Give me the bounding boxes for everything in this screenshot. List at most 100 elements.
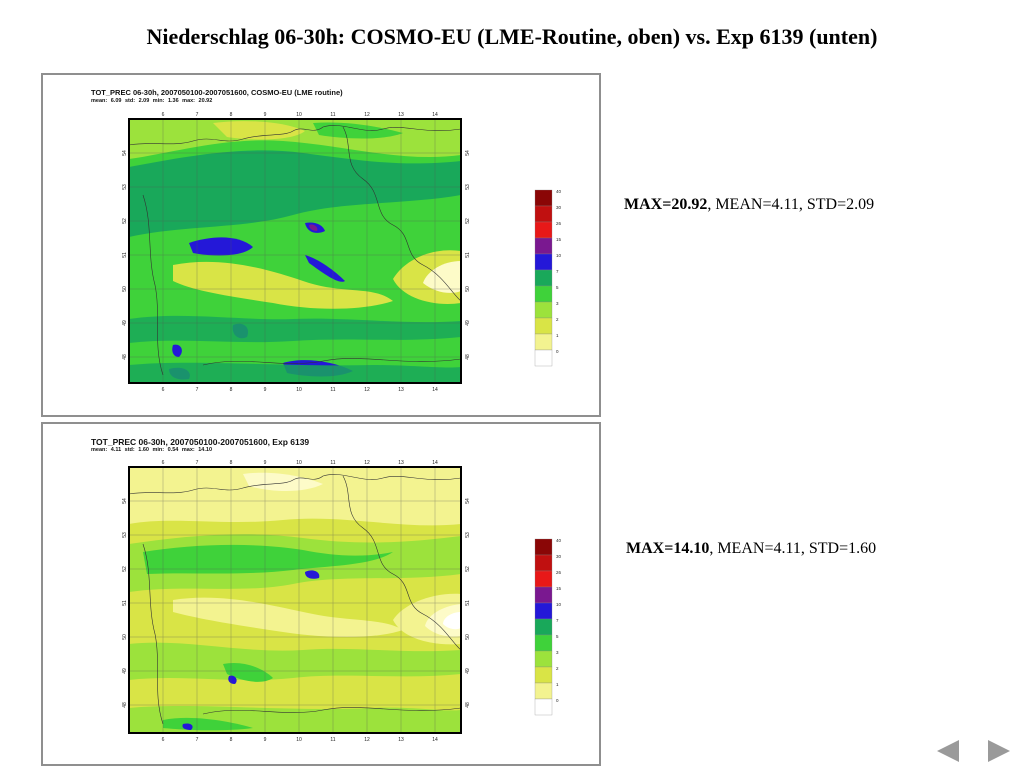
wet-area-south [223, 662, 273, 682]
top-max-value: MAX=20.92 [624, 196, 708, 213]
lat-tick-label: 51 [122, 252, 128, 258]
legend-swatch [534, 221, 553, 239]
no-rain-area-east [443, 612, 461, 630]
longitude-tick-labels-bottom: 6 7 8 9 10 11 12 13 14 [162, 737, 438, 743]
top-map-panel: 6 7 8 9 10 11 12 13 14 6 7 8 9 10 11 12 … [41, 73, 601, 417]
country-border [342, 126, 462, 302]
lon-tick-label: 13 [398, 460, 404, 466]
heavy-rain-cell-1 [189, 237, 253, 256]
lon-tick-label: 8 [230, 387, 233, 393]
heavy-rain-band [129, 150, 461, 237]
lon-tick-label: 10 [296, 387, 302, 393]
legend-label: 15 [556, 586, 562, 591]
legend-label: 5 [556, 634, 559, 639]
latitude-tick-labels-right: 54 53 52 51 50 49 48 [465, 498, 471, 708]
lat-tick-label: 50 [465, 286, 471, 292]
legend-label: 1 [556, 333, 559, 338]
legend-label: 40 [556, 189, 562, 194]
longitude-tick-labels-bottom: 6 7 8 9 10 11 12 13 14 [162, 387, 438, 393]
longitude-tick-labels-top: 6 7 8 9 10 11 12 13 14 [162, 112, 438, 118]
lon-tick-label: 6 [162, 460, 165, 466]
lat-tick-label: 48 [122, 702, 128, 708]
heavy-rain-cell-2 [228, 675, 237, 684]
extreme-rain-cell [309, 224, 318, 231]
legend-label: 30 [556, 554, 562, 559]
legend-label: 3 [556, 301, 559, 306]
heavy-rain-cell-3 [305, 255, 345, 282]
country-border [342, 475, 462, 651]
country-border [142, 543, 164, 725]
legend-swatch [534, 586, 553, 604]
lat-tick-label: 54 [465, 498, 471, 504]
legend-swatch [534, 269, 553, 287]
map-grid [129, 119, 461, 383]
top-precip-map: 6 7 8 9 10 11 12 13 14 6 7 8 9 10 11 12 … [122, 112, 562, 393]
legend-label: 3 [556, 650, 559, 655]
bottom-stats-line: MAX=14.10, MEAN=4.11, STD=1.60 [626, 540, 876, 558]
country-border [202, 358, 462, 366]
color-legend: 40 30 26 15 10 7 5 3 2 1 0 [534, 538, 562, 716]
legend-swatch [534, 349, 553, 367]
lon-tick-label: 8 [230, 460, 233, 466]
legend-label: 26 [556, 570, 562, 575]
map-field [129, 467, 461, 733]
map-frame [128, 466, 462, 734]
legend-swatch [534, 205, 553, 223]
wet-area-north [313, 122, 403, 139]
country-border [142, 194, 164, 376]
prev-slide-arrow-icon[interactable] [937, 740, 959, 762]
lon-tick-label: 7 [196, 460, 199, 466]
dry-band-middle [173, 597, 403, 637]
lat-tick-label: 53 [122, 532, 128, 538]
lon-tick-label: 11 [330, 460, 335, 466]
map-frame [128, 118, 462, 384]
bottom-max-value: MAX=14.10 [626, 540, 710, 557]
lon-tick-label: 12 [364, 737, 370, 743]
bottom-precip-map: 6 7 8 9 10 11 12 13 14 6 7 8 9 10 11 12 … [122, 460, 562, 743]
lat-tick-label: 49 [465, 320, 471, 326]
legend-label: 40 [556, 538, 562, 543]
lon-tick-label: 10 [296, 460, 302, 466]
lat-tick-label: 50 [122, 286, 128, 292]
plot-stats: mean: 4.11 std: 1.60 min: 0.54 max: 14.1… [91, 447, 213, 453]
lat-tick-label: 53 [465, 532, 471, 538]
lat-tick-label: 49 [122, 668, 128, 674]
legend-label: 10 [556, 253, 562, 258]
lat-tick-label: 48 [465, 354, 471, 360]
lon-tick-label: 10 [296, 112, 302, 118]
legend-label: 15 [556, 237, 562, 242]
top-stats-line: MAX=20.92, MEAN=4.11, STD=2.09 [624, 196, 874, 214]
legend-swatch [534, 682, 553, 700]
legend-swatch [534, 285, 553, 303]
heavy-rain-cell-1 [305, 570, 320, 579]
heavy-rain-cell-3 [182, 723, 193, 730]
lat-tick-label: 52 [465, 218, 471, 224]
lat-tick-label: 54 [465, 150, 471, 156]
top-mean-std: , MEAN=4.11, STD=2.09 [707, 196, 875, 213]
lat-tick-label: 51 [465, 252, 471, 258]
legend-label: 7 [556, 618, 559, 623]
longitude-tick-labels-top: 6 7 8 9 10 11 12 13 14 [162, 460, 438, 466]
lat-tick-label: 48 [122, 354, 128, 360]
legend-label: 26 [556, 221, 562, 226]
legend-swatch [534, 538, 553, 556]
lon-tick-label: 14 [432, 460, 438, 466]
lon-tick-label: 14 [432, 737, 438, 743]
coastlines-borders [128, 474, 462, 725]
plot-stats: mean: 6.09 std: 2.09 min: 1.36 max: 20.9… [91, 98, 213, 104]
legend-label: 0 [556, 349, 559, 354]
lon-tick-label: 14 [432, 387, 438, 393]
next-slide-arrow-icon[interactable] [988, 740, 1010, 762]
lat-tick-label: 48 [465, 702, 471, 708]
lon-tick-label: 8 [230, 112, 233, 118]
lon-tick-label: 12 [364, 460, 370, 466]
legend-swatch [534, 602, 553, 620]
lon-tick-label: 8 [230, 737, 233, 743]
lon-tick-label: 11 [330, 737, 335, 743]
legend-label: 7 [556, 269, 559, 274]
plot-title: TOT_PREC 06-30h, 2007050100-2007051600, … [91, 437, 310, 447]
moderate-rain-area-south [129, 642, 461, 680]
legend-swatch [534, 333, 553, 351]
lon-tick-label: 9 [264, 387, 267, 393]
lon-tick-label: 6 [162, 112, 165, 118]
